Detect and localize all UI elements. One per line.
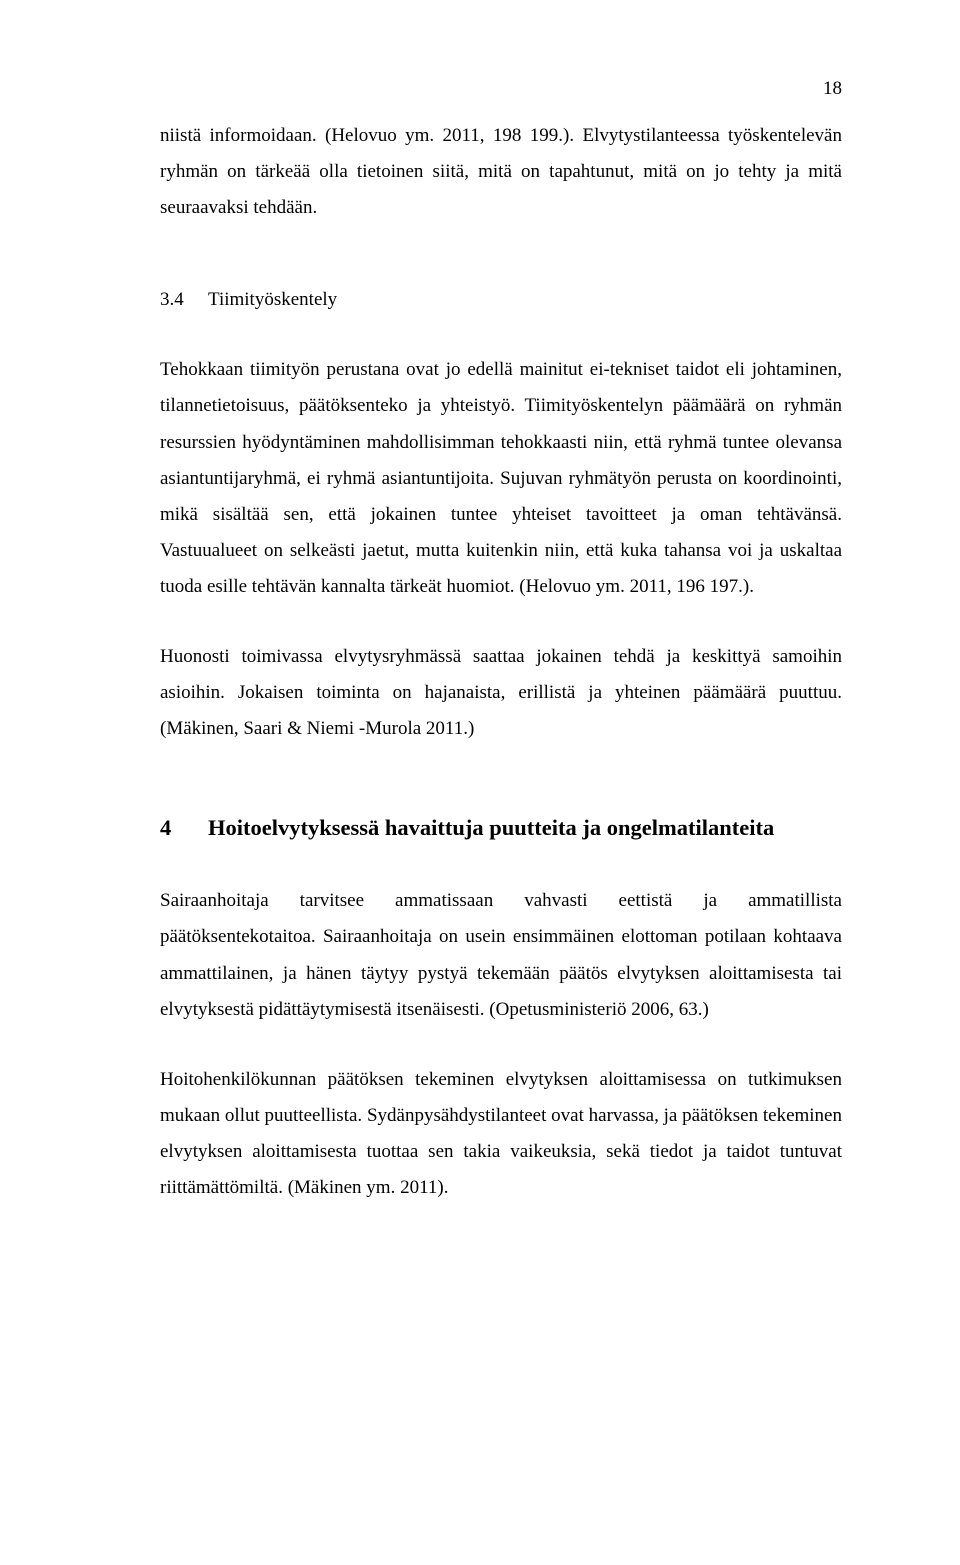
section-number: 3.4 [160, 282, 208, 318]
paragraph-4-1: Sairaanhoitaja tarvitsee ammatissaan vah… [160, 883, 842, 1027]
paragraph-intro: niistä informoidaan. (Helovuo ym. 2011, … [160, 118, 842, 226]
chapter-number: 4 [160, 815, 208, 841]
paragraph-3-4-2: Huonosti toimivassa elvytysryhmässä saat… [160, 639, 842, 747]
section-title: Tiimityöskentely [208, 289, 337, 310]
page-number: 18 [823, 78, 842, 100]
document-page: 18 niistä informoidaan. (Helovuo ym. 201… [0, 0, 960, 1565]
chapter-heading-4: 4Hoitoelvytyksessä havaittuja puutteita … [160, 815, 842, 841]
chapter-title: Hoitoelvytyksessä havaittuja puutteita j… [208, 815, 774, 840]
paragraph-3-4-1: Tehokkaan tiimityön perustana ovat jo ed… [160, 352, 842, 605]
paragraph-4-2: Hoitohenkilökunnan päätöksen tekeminen e… [160, 1062, 842, 1206]
section-heading-3-4: 3.4Tiimityöskentely [160, 282, 842, 318]
